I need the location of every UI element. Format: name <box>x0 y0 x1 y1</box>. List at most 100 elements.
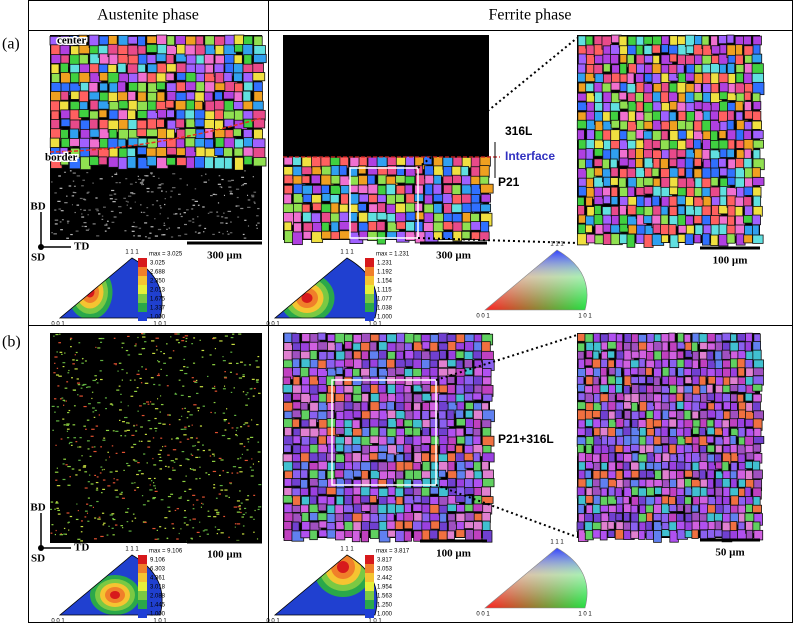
grain <box>98 156 108 166</box>
maps <box>49 34 765 543</box>
grain <box>737 367 746 377</box>
speck <box>84 360 87 362</box>
grain <box>699 401 708 410</box>
speck <box>141 347 146 350</box>
speck <box>67 411 70 414</box>
speck <box>149 401 152 403</box>
speck <box>202 206 205 208</box>
grain <box>432 183 443 196</box>
speck <box>122 527 124 529</box>
speck <box>214 193 218 196</box>
grain <box>360 478 371 488</box>
speck <box>254 202 256 204</box>
speck <box>228 362 232 364</box>
speck <box>164 527 167 529</box>
grain <box>204 128 214 139</box>
grain <box>330 221 340 234</box>
speck <box>253 201 256 203</box>
zoom-map <box>576 34 765 249</box>
grain <box>714 368 724 377</box>
speck <box>256 227 258 229</box>
grain <box>283 184 293 195</box>
speck <box>156 529 158 531</box>
grain <box>615 418 625 428</box>
grain <box>438 469 447 478</box>
grain <box>653 435 662 446</box>
grain <box>283 444 292 453</box>
grain <box>627 63 638 75</box>
speck <box>73 191 77 194</box>
speck <box>237 216 240 218</box>
speck <box>191 538 193 540</box>
map-background <box>50 333 262 543</box>
grain <box>585 495 594 504</box>
speck <box>199 535 201 538</box>
grain <box>702 224 713 235</box>
grain <box>343 469 355 481</box>
grain <box>361 359 370 370</box>
speck <box>138 178 142 180</box>
speck <box>105 223 108 225</box>
grain <box>643 92 654 104</box>
speck <box>76 503 78 505</box>
speck <box>58 175 61 177</box>
speck <box>118 182 121 184</box>
grain <box>653 530 662 543</box>
speck <box>89 505 93 507</box>
speck <box>62 362 66 364</box>
grain <box>623 401 632 410</box>
speck <box>66 512 70 514</box>
grain <box>317 341 329 351</box>
speck <box>243 364 247 366</box>
speck <box>158 422 162 424</box>
grain <box>429 359 439 368</box>
grain <box>637 487 647 498</box>
grain <box>283 393 292 403</box>
speck <box>86 386 88 389</box>
speck <box>63 533 66 535</box>
speck <box>164 517 168 519</box>
grain <box>404 175 416 185</box>
speck <box>231 179 234 181</box>
speck <box>68 529 70 531</box>
speck <box>113 478 115 480</box>
speck <box>126 462 129 465</box>
speck <box>138 440 141 442</box>
grain <box>214 109 225 120</box>
speck <box>62 478 66 481</box>
grain <box>386 194 397 206</box>
grain <box>452 174 463 184</box>
speck <box>74 211 76 214</box>
speck <box>125 349 129 352</box>
speck <box>70 444 73 446</box>
grain <box>165 72 175 82</box>
speck <box>145 368 147 370</box>
grain <box>645 530 654 540</box>
overlays: centerborder316LInterfaceP21P21+316L300 … <box>30 33 760 623</box>
speck <box>143 403 146 405</box>
speck <box>162 234 166 236</box>
speck <box>159 526 162 528</box>
grain <box>334 375 344 387</box>
speck <box>87 448 90 450</box>
speck <box>116 389 120 391</box>
speck <box>257 355 260 358</box>
legend-label: 2.442 <box>377 576 393 582</box>
speck <box>109 194 113 196</box>
grain <box>660 234 669 243</box>
speck <box>183 434 187 436</box>
grain <box>157 109 167 119</box>
speck <box>72 363 75 365</box>
grain <box>668 401 677 412</box>
grain <box>685 45 695 54</box>
grain <box>481 520 491 531</box>
speck <box>118 212 122 214</box>
grain <box>370 478 379 488</box>
speck <box>76 378 79 380</box>
speck <box>153 482 155 484</box>
speck <box>91 397 93 400</box>
grain <box>243 155 253 166</box>
speck <box>223 515 226 518</box>
grain <box>602 195 611 205</box>
grain <box>601 158 610 171</box>
